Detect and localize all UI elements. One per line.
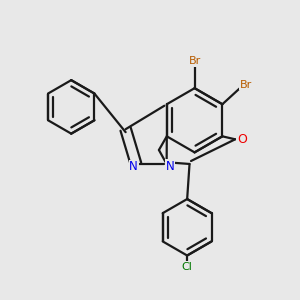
Text: Cl: Cl (182, 262, 193, 272)
Text: Br: Br (240, 80, 252, 90)
Text: O: O (237, 133, 247, 146)
Text: N: N (129, 160, 138, 173)
Text: Br: Br (188, 56, 201, 66)
Text: N: N (166, 160, 175, 173)
